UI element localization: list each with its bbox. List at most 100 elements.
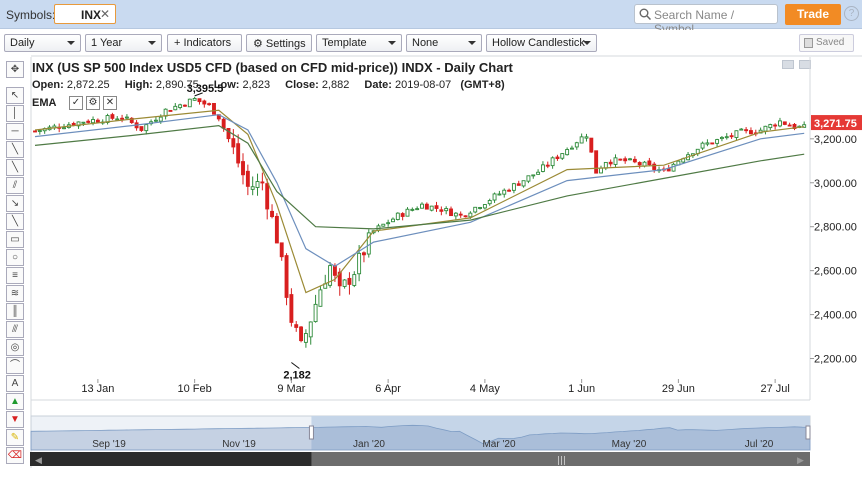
time-zones-tool-icon[interactable]: ║: [6, 303, 24, 320]
candle-down: [618, 158, 623, 161]
candle-down: [270, 210, 274, 218]
symbol-input[interactable]: INX ✕: [54, 4, 116, 24]
arrow-tool-icon[interactable]: ↘: [6, 195, 24, 212]
vertical-line-tool-icon[interactable]: │: [6, 105, 24, 122]
candle-up: [734, 130, 739, 138]
candle-up: [115, 118, 120, 121]
trade-button[interactable]: Trade: [785, 4, 841, 25]
buy-arrow-icon[interactable]: ▲: [6, 393, 24, 410]
candle-down: [594, 150, 599, 174]
candle-down: [284, 255, 289, 298]
screenshot-icon[interactable]: [782, 60, 794, 69]
candle-up: [105, 115, 110, 123]
candle-up: [778, 120, 782, 127]
candle-up: [521, 180, 526, 187]
fibonacci-tool-icon[interactable]: ≡: [6, 267, 24, 284]
candle-up: [579, 136, 584, 144]
candle-down: [589, 137, 594, 153]
candle-down: [555, 156, 560, 160]
candle-up: [391, 218, 395, 223]
candle-down: [710, 142, 715, 145]
text-tool-icon[interactable]: A: [6, 375, 24, 392]
candle-up: [468, 212, 473, 218]
candle-down: [424, 203, 429, 210]
clear-icon[interactable]: ✕: [99, 7, 110, 21]
interval-dropdown[interactable]: Daily: [4, 34, 81, 52]
candle-up: [357, 252, 362, 275]
candle-down: [458, 213, 463, 216]
settings-button[interactable]: ⚙ Settings: [246, 34, 312, 52]
horizontal-line-tool-icon[interactable]: ─: [6, 123, 24, 140]
candle-down: [207, 103, 212, 106]
candle-up: [192, 98, 197, 101]
candle-down: [332, 265, 337, 276]
candle-up: [328, 265, 333, 286]
rectangle-tool-icon[interactable]: ▭: [6, 231, 24, 248]
ellipse-tool-icon[interactable]: ○: [6, 249, 24, 266]
candle-up: [724, 136, 729, 139]
x-tick-label: 29 Jun: [662, 383, 695, 395]
drawing-value: None: [412, 37, 439, 49]
candle-down: [241, 161, 245, 176]
settings-icon[interactable]: ⚙: [86, 96, 100, 110]
extended-line-tool-icon[interactable]: ╲: [6, 213, 24, 230]
candle-up: [768, 124, 773, 129]
candle-down: [289, 294, 294, 323]
checkmark-icon[interactable]: ✓: [69, 96, 83, 110]
drawing-dropdown[interactable]: None: [406, 34, 482, 52]
ray-tool-icon[interactable]: ╲: [6, 159, 24, 176]
candle-down: [221, 118, 226, 129]
candle-down: [507, 189, 512, 192]
crosshair-tool-icon[interactable]: ✥: [6, 61, 24, 78]
candle-up: [536, 171, 541, 175]
navigator-handle-right: [805, 425, 811, 440]
candle-up: [144, 124, 149, 132]
navigator-handle-left: [308, 425, 314, 440]
annotation-leader: [291, 362, 300, 369]
channel-tool-icon[interactable]: ⫽: [6, 177, 24, 194]
template-dropdown[interactable]: Template: [316, 34, 402, 52]
pointer-tool-icon[interactable]: ↖: [6, 87, 24, 104]
candle-down: [236, 143, 241, 164]
y-tick-label: 2,800.00: [814, 222, 857, 234]
candle-down: [782, 121, 787, 125]
candle-up: [715, 139, 720, 144]
speed-lines-tool-icon[interactable]: ⫻: [6, 321, 24, 338]
close-icon[interactable]: ✕: [103, 96, 117, 110]
candle-down: [666, 168, 671, 172]
candle-up: [255, 181, 260, 188]
highlighter-icon[interactable]: ✎: [6, 429, 24, 446]
fan-tool-icon[interactable]: ≋: [6, 285, 24, 302]
circles-tool-icon[interactable]: ◎: [6, 339, 24, 356]
eraser-icon[interactable]: ⌫: [6, 447, 24, 464]
candle-down: [362, 252, 366, 256]
candle-up: [584, 136, 589, 139]
candle-up: [487, 200, 492, 205]
navigator-label: May '20: [612, 439, 647, 450]
saved-button[interactable]: Saved: [799, 34, 854, 52]
scroll-right-icon: ▶: [797, 456, 804, 466]
candle-up: [381, 223, 386, 227]
indicators-button[interactable]: + Indicators: [167, 34, 242, 52]
symbol-value: INX: [81, 8, 102, 22]
x-tick-label: 27 Jul: [760, 383, 789, 395]
trend-line-tool-icon[interactable]: ╲: [6, 141, 24, 158]
range-dropdown[interactable]: 1 Year: [85, 34, 162, 52]
candle-down: [299, 326, 304, 342]
low-value: 2,823: [242, 79, 271, 91]
ema-line-3: [34, 124, 805, 230]
ema-label: EMA: [32, 97, 57, 109]
y-tick-label: 3,200.00: [814, 134, 857, 146]
symbols-label: Symbols:: [6, 8, 56, 22]
arc-tool-icon[interactable]: ⌒: [6, 357, 24, 374]
candle-up: [700, 142, 705, 149]
sell-arrow-icon[interactable]: ▼: [6, 411, 24, 428]
candle-down: [637, 162, 642, 166]
chart-style-dropdown[interactable]: Hollow Candlestick: [486, 34, 597, 52]
help-icon[interactable]: ?: [844, 6, 859, 21]
candle-up: [342, 279, 347, 287]
candle-down: [86, 120, 91, 123]
navigator-label: Nov '19: [222, 439, 256, 450]
last-price-tag: [811, 115, 862, 131]
